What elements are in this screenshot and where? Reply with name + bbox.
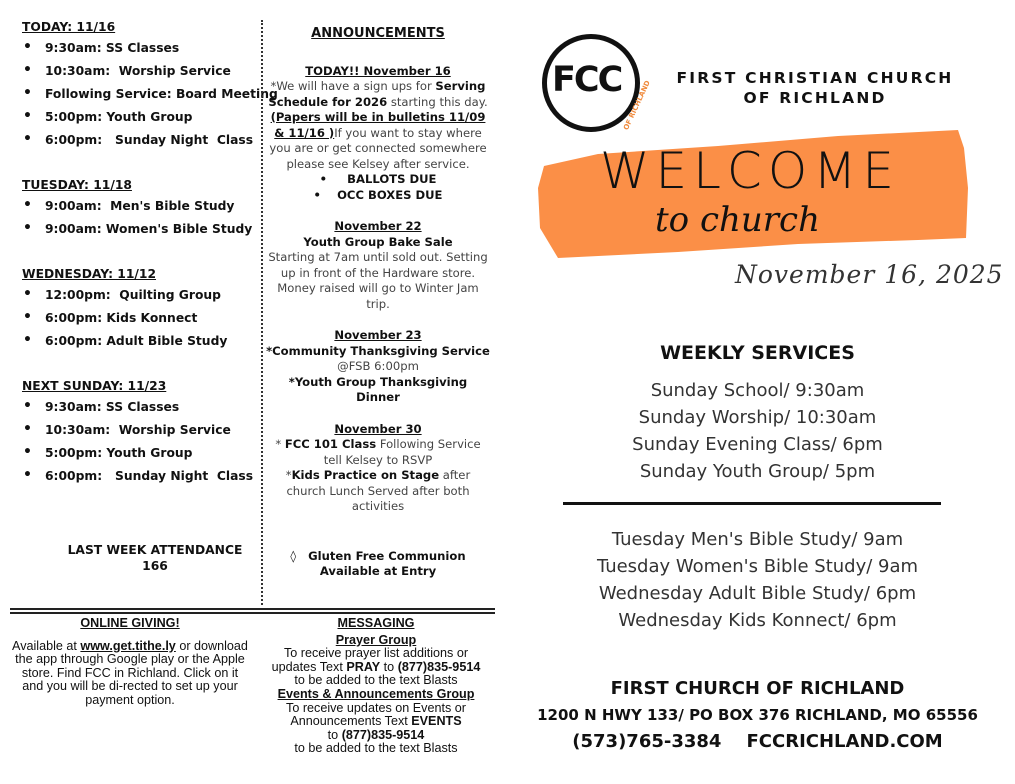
nov23-dinner: *Youth Group Thanksgiving Dinner	[288, 374, 468, 405]
schedule-column: TODAY: 11/169:30am: SS Classes10:30am: W…	[22, 20, 278, 514]
attendance-label: LAST WEEK ATTENDANCE	[67, 543, 243, 557]
schedule-item: 6:00pm: Sunday Night Class	[22, 467, 262, 492]
schedule-item: 9:30am: SS Classes	[22, 39, 262, 64]
logo-text: FCC	[552, 60, 623, 100]
giving-title: ONLINE GIVING!	[80, 616, 180, 630]
weekly-services-title: WEEKLY SERVICES	[660, 342, 855, 364]
events-text: To receive updates on Events or Announce…	[286, 700, 466, 729]
gluten-free-note: ◊ Gluten Free Communion Available at Entr…	[290, 548, 466, 579]
schedule-list: 9:30am: SS Classes10:30am: Worship Servi…	[22, 39, 278, 156]
prayer-text: To receive prayer list additions or upda…	[271, 646, 481, 674]
schedule-item: 5:00pm: Youth Group	[22, 444, 262, 469]
church-name: FIRST CHRISTIAN CHURCH OF RICHLAND	[676, 69, 954, 107]
bullet-ballots: • BALLOTS DUE	[319, 172, 437, 186]
nov22-text: Starting at 7am until sold out. Setting …	[268, 250, 488, 311]
messaging: MESSAGING Prayer Group To receive prayer…	[262, 616, 490, 756]
schedule-item: 6:00pm: Kids Konnect	[22, 309, 262, 334]
schedule-item: 10:30am: Worship Service	[22, 62, 262, 87]
schedule-item: 9:30am: SS Classes	[22, 398, 262, 423]
service-item: Sunday Worship/ 10:30am	[638, 407, 877, 428]
nov23-date: November 23	[334, 328, 422, 342]
service-item: Wednesday Kids Konnect/ 6pm	[618, 610, 897, 631]
events-group-title: Events & Announcements Group	[277, 686, 475, 701]
announcements-title: ANNOUNCEMENTS	[311, 26, 445, 41]
prayer-group-title: Prayer Group	[335, 632, 417, 647]
attendance-value: 166	[142, 559, 168, 573]
bulletin-date: November 16, 2025	[735, 260, 1004, 289]
events-phone: to (877)835-9514	[327, 727, 425, 742]
footer-contact: (573)765-3384 FCCRICHLAND.COM	[572, 731, 943, 752]
nov23-location: @FSB 6:00pm	[337, 359, 419, 373]
nov22-date: November 22	[334, 219, 422, 233]
service-item: Sunday Youth Group/ 5pm	[639, 461, 876, 482]
bullet-occ: • OCC BOXES DUE	[313, 187, 443, 202]
service-item: Tuesday Men's Bible Study/ 9am	[611, 529, 904, 550]
schedule-item: 9:00am: Men's Bible Study	[22, 197, 262, 222]
double-rule	[10, 608, 495, 614]
section-rule	[563, 502, 941, 505]
schedule-item: 10:30am: Worship Service	[22, 421, 262, 446]
schedule-item: Following Service: Board Meeting	[22, 85, 278, 110]
to-church-script: to church	[655, 200, 820, 240]
schedule-day-heading: WEDNESDAY: 11/12	[22, 267, 157, 281]
online-giving: ONLINE GIVING! Available at www.get.tith…	[10, 616, 250, 708]
schedule-item: 6:00pm: Adult Bible Study	[22, 332, 262, 357]
nov30-class: * FCC 101 Class Following Service tell K…	[275, 437, 481, 467]
schedule-item: 12:00pm: Quilting Group	[22, 286, 262, 311]
footer-address: 1200 N HWY 133/ PO BOX 376 RICHLAND, MO …	[537, 706, 978, 724]
dotted-divider	[261, 20, 263, 605]
orange-brush-stroke	[538, 130, 968, 258]
schedule-list: 9:30am: SS Classes10:30am: Worship Servi…	[22, 398, 262, 492]
service-item: Tuesday Women's Bible Study/ 9am	[596, 556, 919, 577]
prayer-text-end: to be added to the text Blasts	[294, 673, 458, 688]
schedule-item: 5:00pm: Youth Group	[22, 108, 262, 133]
schedule-item: 9:00am: Women's Bible Study	[22, 220, 262, 245]
diamond-icon: ◊	[290, 548, 297, 563]
nov23-service: *Community Thanksgiving Service	[266, 343, 490, 358]
welcome-heading: WELCOME	[600, 142, 900, 200]
nov22-title: Youth Group Bake Sale	[303, 234, 453, 249]
nov30-kids: *Kids Practice on Stage after church Lun…	[285, 468, 471, 513]
events-text-end: to be added to the text Blasts	[294, 741, 458, 756]
nov30-date: November 30	[334, 421, 422, 436]
logo-circle	[542, 34, 640, 132]
messaging-title: MESSAGING	[337, 616, 415, 630]
tithely-link[interactable]: www.get.tithe.ly	[80, 638, 176, 653]
schedule-item: 6:00pm: Sunday Night Class	[22, 131, 262, 156]
schedule-day-heading: NEXT SUNDAY: 11/23	[22, 379, 167, 393]
today-date: TODAY!! November 16	[305, 63, 451, 78]
footer-church-name: FIRST CHURCH OF RICHLAND	[610, 678, 905, 699]
schedule-list: 9:00am: Men's Bible Study9:00am: Women's…	[22, 197, 262, 245]
attendance: LAST WEEK ATTENDANCE 166	[40, 542, 270, 574]
giving-text: Available at www.get.tithe.ly or downloa…	[12, 638, 248, 707]
schedule-day-heading: TUESDAY: 11/18	[22, 178, 132, 192]
service-item: Wednesday Adult Bible Study/ 6pm	[598, 583, 917, 604]
announcements: ANNOUNCEMENTS TODAY!! November 16 *We wi…	[266, 26, 490, 580]
service-item: Sunday Evening Class/ 6pm	[632, 434, 883, 455]
weekday-services: Tuesday Men's Bible Study/ 9am Tuesday W…	[560, 526, 955, 634]
schedule-list: 12:00pm: Quilting Group6:00pm: Kids Konn…	[22, 286, 262, 357]
sunday-services: Sunday School/ 9:30am Sunday Worship/ 10…	[560, 377, 955, 485]
today-text: *We will have a sign ups for Serving Sch…	[268, 79, 488, 171]
service-item: Sunday School/ 9:30am	[650, 380, 865, 401]
schedule-day-heading: TODAY: 11/16	[22, 20, 116, 34]
